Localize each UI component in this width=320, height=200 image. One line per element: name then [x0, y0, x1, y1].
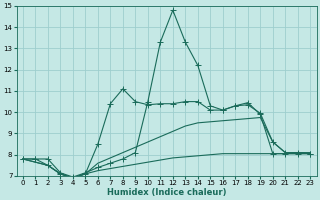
X-axis label: Humidex (Indice chaleur): Humidex (Indice chaleur) [107, 188, 226, 197]
